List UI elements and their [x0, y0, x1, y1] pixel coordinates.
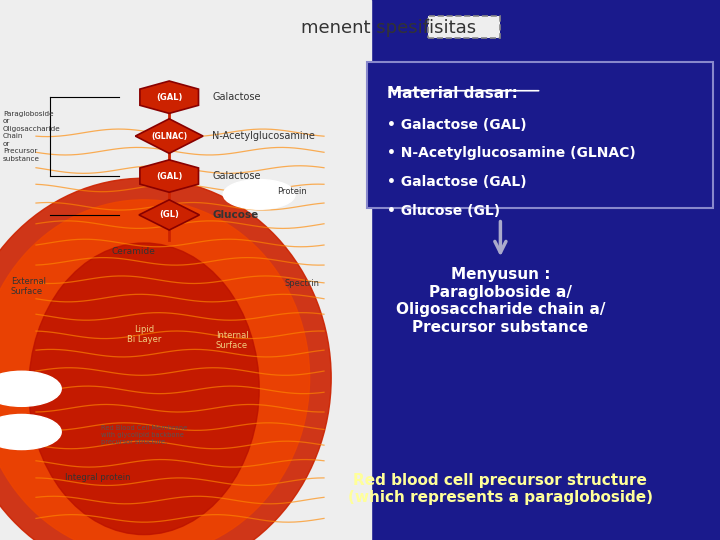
Text: Glucose: Glucose: [212, 210, 258, 220]
Text: (GLNAC): (GLNAC): [151, 132, 187, 140]
Ellipse shape: [0, 178, 331, 540]
Polygon shape: [140, 81, 199, 113]
Bar: [371, 0, 720, 540]
Polygon shape: [135, 119, 203, 153]
Text: (GL): (GL): [159, 211, 179, 219]
Text: Galactose: Galactose: [212, 92, 261, 102]
Text: Material dasar:: Material dasar:: [387, 86, 518, 102]
Ellipse shape: [0, 200, 310, 540]
Bar: [0, 0, 371, 540]
Text: N-Acetylglucosamine: N-Acetylglucosamine: [212, 131, 315, 141]
Polygon shape: [140, 160, 199, 192]
Text: Red blood cell precursor structure
(which represents a paragloboside): Red blood cell precursor structure (whic…: [348, 472, 653, 505]
Polygon shape: [139, 200, 199, 230]
FancyBboxPatch shape: [367, 62, 713, 208]
Ellipse shape: [0, 415, 61, 449]
Text: Protein: Protein: [277, 187, 307, 196]
Text: Galactose: Galactose: [212, 171, 261, 181]
Text: menent spesifisitas: menent spesifisitas: [301, 19, 477, 37]
Text: Lipid
Bi Layer: Lipid Bi Layer: [127, 325, 161, 345]
Text: Ceramide: Ceramide: [112, 247, 156, 255]
Text: • N-Acetylglucosamine (GLNAC): • N-Acetylglucosamine (GLNAC): [387, 146, 635, 160]
Text: Spectrin: Spectrin: [284, 279, 320, 288]
Text: Integral protein: Integral protein: [65, 474, 130, 482]
Text: (GAL): (GAL): [156, 172, 182, 180]
Text: (GAL): (GAL): [156, 93, 182, 102]
Ellipse shape: [0, 372, 61, 406]
Text: Menyusun :
Paragloboside a/
Oligosaccharide chain a/
Precursor substance: Menyusun : Paragloboside a/ Oligosacchar…: [396, 267, 605, 334]
Text: • Galactose (GAL): • Galactose (GAL): [387, 175, 526, 189]
Text: External
Surface: External Surface: [11, 276, 46, 296]
Text: Internal
Surface: Internal Surface: [216, 330, 248, 350]
Ellipse shape: [29, 243, 259, 535]
FancyBboxPatch shape: [428, 16, 500, 38]
Text: • Galactose (GAL): • Galactose (GAL): [387, 118, 526, 132]
Text: • Glucose (GL): • Glucose (GL): [387, 204, 500, 218]
Ellipse shape: [223, 179, 295, 209]
Text: Red Blood Cell Membrane
with glycolipid backbone
precursor structure.: Red Blood Cell Membrane with glycolipid …: [101, 424, 187, 445]
Text: Paragloboside
or
Oligosaccharide
Chain
or
Precursor
substance: Paragloboside or Oligosaccharide Chain o…: [3, 111, 60, 161]
